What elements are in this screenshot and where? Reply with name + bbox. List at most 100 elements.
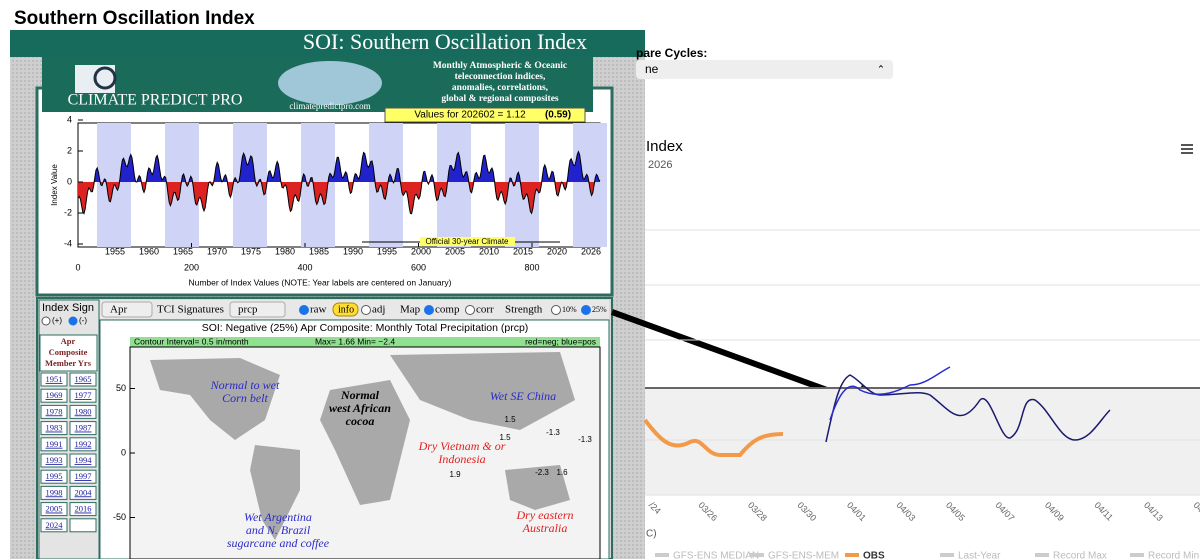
year-cell [40,518,68,533]
range-band [645,388,1200,495]
date-label: 04/09 [1043,500,1066,523]
land [505,465,570,510]
y-tick-label: -4 [64,238,72,248]
legend-label[interactable]: Record Max [1053,551,1107,559]
year-label: 2005 [445,246,465,256]
control-label: info [338,304,354,315]
info-button[interactable] [332,302,359,317]
index-sign: Index Sign [42,302,94,314]
radio[interactable] [581,305,591,315]
year-link[interactable]: 1987 [75,423,92,433]
year-link[interactable]: 1994 [75,455,93,465]
composite-header: Composite [49,347,88,357]
select[interactable] [229,301,286,318]
legend-label[interactable]: GFS-ENS-MEM [768,551,839,559]
climate-label-bg [420,237,515,246]
year-cell [40,502,68,517]
year-link[interactable]: 1980 [75,406,92,416]
menu-bar [1181,148,1193,150]
year-link[interactable]: 1951 [46,374,63,384]
select[interactable] [101,301,153,318]
year-label: 1970 [207,246,227,256]
radio-label: (+) [52,316,62,325]
year-link[interactable]: 1977 [75,390,92,400]
control-label: TCI Signatures [157,304,224,316]
control-label: prcp [238,304,258,316]
year-label: 1955 [105,246,125,256]
y-tick-label: 2 [67,145,72,155]
year-cell [69,485,97,500]
date-label: 04/03 [894,500,917,523]
map-info: Max= 1.66 Min= −2.4 [315,336,395,346]
radio[interactable] [361,305,371,315]
year-label: 1965 [173,246,193,256]
year-cell [40,453,68,468]
radio[interactable] [299,305,309,315]
y-tick-label: -2 [64,207,72,217]
contour-label: -1.3 [546,428,560,437]
date-label: 04/07 [993,500,1016,523]
radio-label: (-) [79,316,87,325]
year-link[interactable]: 1992 [75,439,92,449]
year-link[interactable]: 1978 [46,406,63,416]
year-label: 2010 [479,246,499,256]
radio[interactable] [551,305,561,315]
radio[interactable] [68,316,78,326]
date-label: 04/15 [1191,500,1200,523]
year-link[interactable]: 2024 [46,520,64,530]
year-link[interactable]: 1998 [46,487,63,497]
year-link[interactable]: 1995 [46,471,63,481]
period-band [233,123,267,247]
radio[interactable] [465,305,475,315]
map-annotation: cocoa [346,414,375,428]
legend-label[interactable]: OBS [863,551,885,559]
year-link[interactable]: 1969 [46,390,63,400]
year-link[interactable]: 1997 [75,471,92,481]
year-cell [69,404,97,419]
composite-header: Member Yrs [45,358,92,368]
year-link[interactable]: 2016 [75,504,92,514]
map-annotation: Wet Argentina [244,510,312,524]
map-annotation: and N. Brazil [246,523,311,537]
radio[interactable] [41,316,51,326]
right-chart-subtitle: 2026 [648,159,672,171]
contour-label: -2.3 [535,468,549,477]
select-caret: ⌃ [877,65,885,76]
legend-swatch [655,553,669,557]
year-link[interactable]: 1993 [46,455,63,465]
year-link[interactable]: 1983 [46,423,63,433]
land [250,445,300,540]
radio[interactable] [424,305,434,315]
year-cell [69,388,97,403]
date-label: 04/05 [944,500,967,523]
year-link[interactable]: 1991 [46,439,63,449]
legend-label[interactable]: Last-Year [958,551,1001,559]
map-annotation: Dry Vietnam & or [418,439,506,453]
menu-icon[interactable] [1181,144,1193,154]
year-cell [40,437,68,452]
date-label: 04/11 [1092,500,1115,523]
date-label: 04/01 [845,500,868,523]
land [320,380,410,505]
year-cell [40,421,68,436]
year-cell [40,469,68,484]
year-cell [69,372,97,387]
year-link[interactable]: 1965 [75,374,92,384]
year-cell [40,485,68,500]
lat-label: -50 [113,512,126,522]
map-annotation: Wet SE China [490,389,556,403]
legend-swatch [750,553,764,557]
year-link[interactable]: 2005 [46,504,63,514]
x-axis-label: Number of Index Values (NOTE: Year label… [188,277,451,287]
year-link[interactable]: 2004 [75,487,93,497]
year-label: 1995 [377,246,397,256]
x-tick-label: 0 [75,262,80,272]
control-label: 25% [592,305,607,314]
year-cell [69,469,97,484]
y-axis-label: Index Value [50,164,59,206]
contour-label: 1.6 [556,468,568,477]
control-label: corr [476,304,494,316]
compare-select[interactable] [636,60,893,79]
legend-label[interactable]: GFS-ENS MEDIAN [673,551,759,559]
legend-label[interactable]: Record Min [1148,551,1199,559]
